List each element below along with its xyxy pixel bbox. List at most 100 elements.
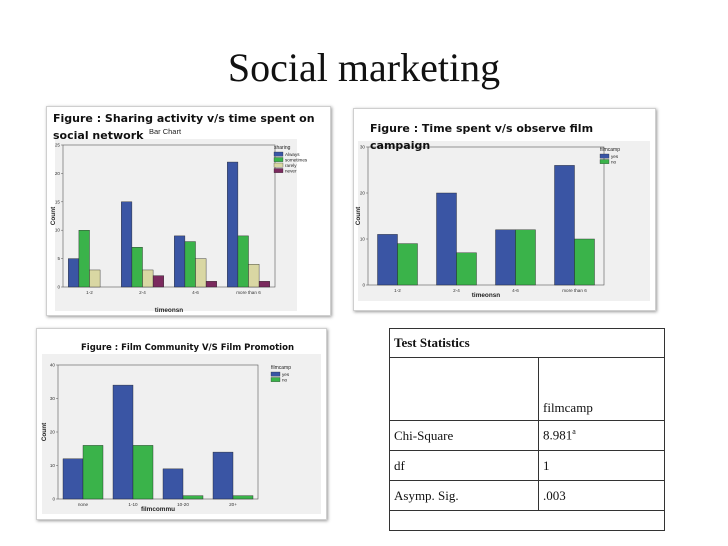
legend-swatch bbox=[599, 159, 610, 164]
legend-swatch bbox=[273, 157, 284, 162]
table-row-label: Chi-Square bbox=[389, 420, 539, 451]
slide-title: Social marketing bbox=[227, 45, 501, 90]
table-header-filmcamp: filmcamp bbox=[538, 357, 665, 421]
bar bbox=[248, 264, 260, 288]
legend-label: no bbox=[611, 159, 617, 164]
bar bbox=[132, 445, 154, 500]
bar bbox=[456, 252, 477, 286]
x-tick-label: 1-2 bbox=[394, 288, 401, 293]
chart-caption-filmcommunity: Figure : Film Community V/S Film Promoti… bbox=[81, 343, 294, 353]
chart-inner-title: Bar Chart bbox=[149, 127, 182, 136]
legend-swatch bbox=[273, 151, 284, 157]
legend-label: sometimes bbox=[285, 157, 308, 162]
chart-sharing: 0 5 10 15 20 25 1-2 2-4 4-6 more than 6 timeonsn Co… bbox=[50, 127, 308, 314]
y-tick-label: 0 bbox=[52, 497, 55, 502]
x-tick-label: 10-20 bbox=[177, 502, 189, 507]
y-tick-label: 20 bbox=[50, 430, 56, 435]
table-row-label: df bbox=[389, 450, 539, 481]
chart-panel-timespent: 0 10 20 30 1-2 2-4 4-6 more than 6 timeonsn Count… bbox=[353, 108, 656, 311]
legend-title: filmcamp bbox=[271, 365, 291, 371]
legend-swatch bbox=[270, 371, 281, 377]
legend-title: filmcamp bbox=[600, 147, 620, 153]
table-row-value: 1 bbox=[538, 450, 665, 481]
y-axis-label: Count bbox=[50, 206, 57, 225]
chart-caption-sharing-line-1: Figure : Sharing activity v/s time spent… bbox=[53, 112, 315, 125]
chart-panel-sharing: 0 5 10 15 20 25 1-2 2-4 4-6 more than 6 timeonsn Co… bbox=[46, 106, 331, 316]
table-footer-row bbox=[389, 510, 665, 531]
bar bbox=[258, 281, 270, 288]
table-footnote-marker: a bbox=[572, 427, 576, 437]
y-tick-label: 5 bbox=[57, 256, 60, 261]
x-tick-label: 1-10 bbox=[128, 502, 138, 507]
table-row-label: Asymp. Sig. bbox=[389, 480, 539, 511]
bar bbox=[195, 258, 207, 288]
chart-caption-sharing: Figure : Sharing activity v/s time spent… bbox=[53, 110, 328, 144]
y-tick-label: 30 bbox=[50, 396, 56, 401]
y-tick-label: 25 bbox=[55, 143, 61, 148]
bar bbox=[82, 445, 104, 500]
bar bbox=[62, 458, 84, 500]
chart-caption-timespent: Figure : Time spent v/s observe film cam… bbox=[370, 120, 650, 154]
x-axis-label: timeonsn bbox=[155, 307, 184, 314]
x-tick-label: none bbox=[78, 502, 89, 507]
legend-swatch bbox=[599, 153, 610, 159]
y-tick-label: 20 bbox=[55, 171, 61, 176]
bar bbox=[515, 229, 536, 286]
x-axis-label: timeonsn bbox=[472, 292, 501, 299]
bar bbox=[495, 229, 516, 286]
y-tick-label: 10 bbox=[55, 228, 61, 233]
bar bbox=[68, 258, 80, 288]
legend-swatch bbox=[273, 162, 284, 168]
bar bbox=[232, 495, 254, 500]
legend-label: rarely bbox=[285, 163, 297, 168]
legend-swatch bbox=[270, 377, 281, 382]
test-statistics-table: Test Statistics filmcamp Chi-Square 8.98… bbox=[389, 328, 665, 531]
x-tick-label: more than 6 bbox=[562, 288, 587, 293]
y-tick-label: 15 bbox=[55, 199, 61, 204]
bar bbox=[205, 281, 217, 288]
y-axis-label: Count bbox=[355, 206, 362, 225]
chart-caption-sharing-line-2: social network bbox=[53, 129, 144, 142]
bar bbox=[78, 229, 90, 288]
bar bbox=[162, 468, 184, 500]
legend-label: Always bbox=[285, 152, 300, 157]
x-tick-label: 2-4 bbox=[139, 290, 146, 295]
y-axis-label: Count bbox=[41, 422, 48, 441]
chart-filmcommunity: 0 10 20 30 40 none 1-10 10-20 20+ filmcommu Count f… bbox=[41, 354, 321, 514]
bar bbox=[131, 247, 143, 288]
bar bbox=[212, 451, 234, 500]
bar bbox=[174, 235, 186, 288]
x-tick-label: 4-6 bbox=[512, 288, 519, 293]
x-tick-label: 1-2 bbox=[86, 290, 93, 295]
y-tick-label: 0 bbox=[57, 285, 60, 290]
bar bbox=[142, 269, 154, 288]
table-title: Test Statistics bbox=[389, 328, 665, 358]
y-tick-label: 30 bbox=[360, 145, 366, 150]
bar bbox=[182, 495, 204, 500]
chart-panel-filmcommunity: 0 10 20 30 40 none 1-10 10-20 20+ filmcommu Count f… bbox=[36, 328, 327, 520]
bar bbox=[112, 384, 134, 500]
y-tick-label: 20 bbox=[360, 191, 366, 196]
y-tick-label: 40 bbox=[50, 363, 56, 368]
bar bbox=[237, 235, 249, 288]
table-header-empty bbox=[389, 357, 539, 421]
bar bbox=[397, 243, 418, 286]
bar bbox=[436, 192, 457, 286]
x-tick-label: more than 6 bbox=[236, 290, 261, 295]
legend-title: sharing bbox=[274, 145, 291, 151]
bar bbox=[377, 234, 398, 286]
legend-label: never bbox=[285, 168, 297, 173]
bar bbox=[89, 269, 101, 288]
chart-caption-timespent-line-2: campaign bbox=[370, 139, 431, 152]
legend-label: yes bbox=[282, 372, 290, 377]
chart-caption-timespent-line-1: Figure : Time spent v/s observe film bbox=[370, 122, 594, 135]
y-tick-label: 10 bbox=[50, 463, 56, 468]
table-row-value: .003 bbox=[538, 480, 665, 511]
bar bbox=[227, 161, 239, 288]
bar bbox=[554, 165, 575, 286]
legend-label: yes bbox=[611, 154, 619, 159]
table-value-chi-square: 8.981 bbox=[543, 427, 573, 443]
chart-timespent: 0 10 20 30 1-2 2-4 4-6 more than 6 timeonsn Count… bbox=[355, 141, 650, 301]
x-tick-label: 4-6 bbox=[192, 290, 199, 295]
y-tick-label: 0 bbox=[362, 283, 365, 288]
